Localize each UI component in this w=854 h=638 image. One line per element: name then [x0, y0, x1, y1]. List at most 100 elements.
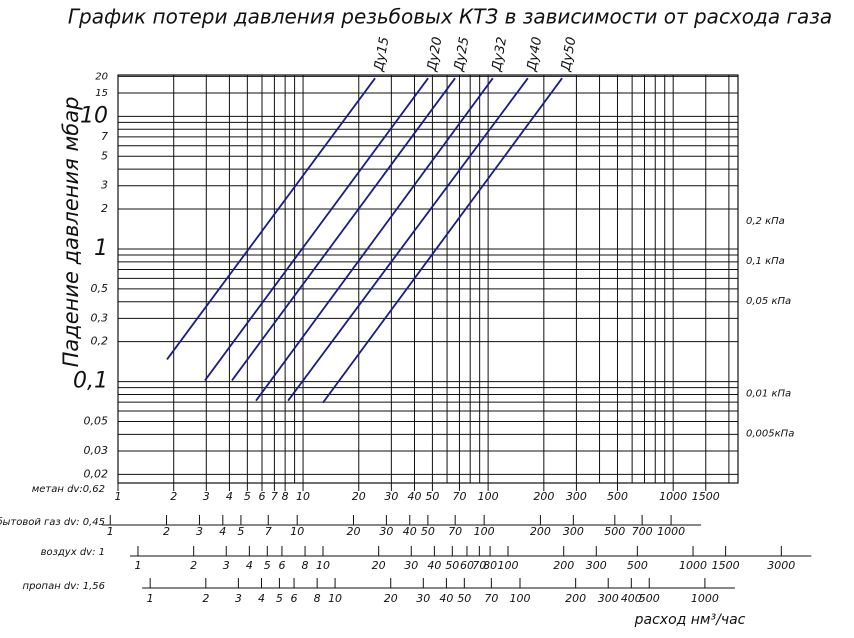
x-tick-label: 10	[316, 559, 330, 572]
x-tick-label: 300	[566, 490, 587, 503]
series-label: Ду15	[372, 36, 393, 73]
y-tick-label: 5	[101, 149, 108, 162]
x-axis-label: расход нм³/час	[634, 612, 746, 628]
x-tick-label: 500	[607, 490, 628, 503]
x-tick-label: 1	[107, 525, 114, 538]
series-line	[166, 77, 376, 360]
x-tick-label: 70	[452, 490, 466, 503]
x-tick-label: 200	[530, 525, 551, 538]
x-tick-label: 300	[598, 592, 619, 605]
x-tick-label: 5	[244, 490, 251, 503]
series-label: Ду50	[559, 36, 580, 73]
x-tick-label: 70	[448, 525, 462, 538]
x-tick-label: 200	[565, 592, 586, 605]
x-tick-label: 7	[265, 525, 272, 538]
x-tick-label: 50	[457, 592, 471, 605]
x-tick-label: 2	[170, 490, 177, 503]
x-tick-label: 2	[190, 559, 197, 572]
x-tick-label: 40	[439, 592, 453, 605]
annotation: 0,01 кПа	[746, 389, 791, 400]
x-tick-label: 30	[379, 525, 393, 538]
x-tick-label: 6	[259, 490, 266, 503]
x-tick-label: 2	[163, 525, 170, 538]
x-tick-label: 100	[474, 525, 495, 538]
x-tick-label: 100	[478, 490, 499, 503]
x-tick-label: 50	[445, 559, 459, 572]
x-tick-label: 70	[472, 559, 486, 572]
y-tick-label: 15	[95, 88, 108, 99]
x-tick-label: 7	[271, 490, 278, 503]
annotation: 0,2 кПа	[746, 216, 785, 227]
y-tick-label: 0,5	[91, 282, 109, 295]
x-tick-label: 100	[509, 592, 530, 605]
x-tick-label: 100	[498, 559, 519, 572]
x-tick-label: 4	[226, 490, 233, 503]
series-line	[322, 77, 563, 404]
x-tick-label: 30	[416, 592, 430, 605]
x-tick-label: 500	[639, 592, 660, 605]
x-tick-label: 3000	[767, 559, 795, 572]
y-tick-label: 0,1	[73, 369, 108, 394]
y-tick-label: 20	[95, 71, 108, 82]
x-tick-label: 4	[246, 559, 253, 572]
y-tick-label: 2	[101, 202, 108, 215]
x-tick-label: 20	[346, 525, 360, 538]
series-label: Ду25	[452, 36, 473, 73]
x-tick-label: 1500	[692, 490, 720, 503]
series-line	[287, 77, 529, 402]
x-tick-label: 300	[563, 525, 584, 538]
x-tick-label: 1500	[712, 559, 740, 572]
x-tick-label: 40	[403, 525, 417, 538]
y-tick-label: 0,3	[91, 311, 109, 324]
y-tick-label: 7	[101, 130, 108, 143]
annotation: 0,1 кПа	[746, 256, 785, 267]
x-tick-label: 5	[276, 592, 283, 605]
annotation: 0,05 кПа	[746, 296, 791, 307]
series-line	[255, 77, 494, 402]
x-tick-label: 10	[296, 490, 310, 503]
x-tick-label: 3	[203, 490, 210, 503]
x-tick-label: 70	[484, 592, 498, 605]
x-tick-label: 40	[427, 559, 441, 572]
x-tick-label: 30	[404, 559, 418, 572]
x-tick-label: 20	[384, 592, 398, 605]
y-axis-label: Падение давления мбар	[59, 97, 83, 368]
x-tick-label: 40	[407, 490, 421, 503]
x-tick-label: 60	[460, 559, 474, 572]
x-tick-label: 4	[219, 525, 226, 538]
scale-name: бытовой газ dv: 0,45	[0, 516, 105, 528]
y-tick-label: 0,03	[84, 444, 109, 457]
x-tick-label: 50	[425, 490, 439, 503]
x-tick-label: 80	[483, 559, 497, 572]
series-line	[231, 77, 456, 382]
annotation: 0,005кПа	[746, 429, 794, 440]
x-tick-label: 700	[632, 525, 653, 538]
y-tick-label: 0,05	[84, 415, 109, 428]
x-tick-label: 200	[533, 490, 554, 503]
x-tick-label: 500	[627, 559, 648, 572]
x-tick-label: 30	[384, 490, 398, 503]
x-tick-label: 20	[352, 490, 366, 503]
x-tick-label: 1000	[679, 559, 707, 572]
x-tick-label: 8	[314, 592, 321, 605]
x-tick-label: 10	[290, 525, 304, 538]
x-tick-label: 3	[223, 559, 230, 572]
x-tick-label: 300	[586, 559, 607, 572]
x-tick-label: 20	[372, 559, 386, 572]
x-tick-label: 1000	[659, 490, 687, 503]
series-line	[204, 77, 429, 382]
x-tick-label: 3	[235, 592, 242, 605]
x-tick-label: 2	[202, 592, 209, 605]
x-tick-label: 5	[264, 559, 271, 572]
y-tick-label: 0,2	[91, 335, 109, 348]
scale-name: пропан dv: 1,56	[23, 581, 105, 592]
x-tick-label: 3	[196, 525, 203, 538]
x-tick-label: 1	[115, 490, 122, 503]
y-tick-label: 3	[101, 179, 108, 192]
y-tick-label: 0,02	[84, 467, 109, 480]
series-label: Ду32	[489, 36, 510, 73]
x-tick-label: 500	[604, 525, 625, 538]
x-tick-label: 8	[302, 559, 309, 572]
x-tick-label: 10	[328, 592, 342, 605]
chart-title: График потери давления резьбовых КТЗ в з…	[68, 5, 832, 29]
